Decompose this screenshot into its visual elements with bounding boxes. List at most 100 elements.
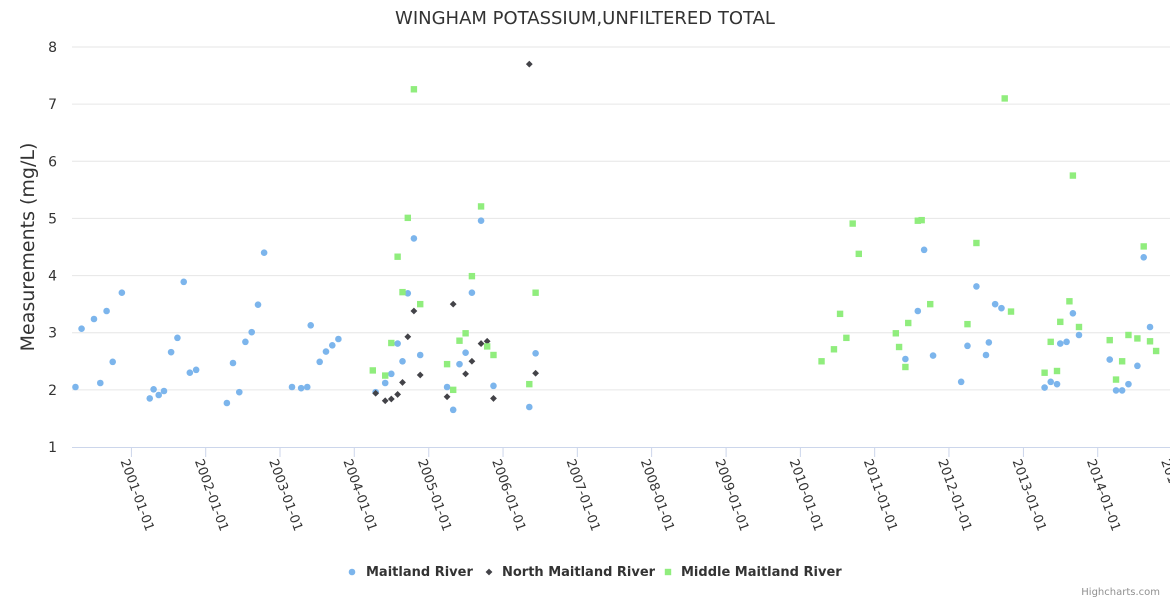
data-point[interactable] — [167, 348, 175, 356]
data-point[interactable] — [477, 340, 485, 347]
data-point[interactable] — [288, 383, 296, 391]
data-point[interactable] — [1047, 338, 1054, 346]
data-point[interactable] — [443, 383, 451, 391]
data-point[interactable] — [462, 330, 469, 337]
data-point[interactable] — [399, 357, 406, 365]
data-point[interactable] — [449, 406, 457, 414]
data-point[interactable] — [297, 384, 305, 392]
data-point[interactable] — [1125, 380, 1132, 388]
data-point[interactable] — [1112, 387, 1120, 394]
data-point[interactable] — [335, 335, 342, 343]
data-point[interactable] — [1118, 358, 1126, 365]
data-point[interactable] — [417, 300, 424, 308]
data-point[interactable] — [399, 288, 406, 296]
data-point[interactable] — [416, 371, 424, 379]
data-point[interactable] — [1075, 331, 1083, 339]
data-point[interactable] — [254, 301, 262, 309]
data-point[interactable] — [1066, 298, 1073, 305]
data-point[interactable] — [388, 370, 395, 378]
data-point[interactable] — [927, 300, 934, 308]
legend-label[interactable]: Middle Maitland River — [681, 565, 842, 580]
data-point[interactable] — [96, 379, 104, 387]
data-point[interactable] — [998, 304, 1005, 312]
data-point[interactable] — [462, 370, 469, 378]
data-point[interactable] — [964, 342, 971, 350]
data-point[interactable] — [387, 395, 395, 403]
data-point[interactable] — [192, 366, 200, 374]
data-point[interactable] — [1075, 323, 1083, 331]
data-point[interactable] — [929, 352, 937, 359]
data-point[interactable] — [836, 310, 844, 318]
data-point[interactable] — [404, 333, 412, 341]
data-point[interactable] — [532, 369, 540, 377]
data-point[interactable] — [394, 391, 402, 398]
data-point[interactable] — [905, 319, 912, 327]
data-point[interactable] — [1053, 367, 1061, 375]
data-point[interactable] — [468, 357, 476, 365]
data-point[interactable] — [490, 351, 497, 359]
data-point[interactable] — [242, 338, 249, 346]
data-point[interactable] — [394, 340, 401, 347]
data-point[interactable] — [468, 289, 476, 297]
data-point[interactable] — [381, 397, 389, 405]
data-point[interactable] — [248, 328, 256, 336]
data-point[interactable] — [1041, 369, 1048, 376]
data-point[interactable] — [1056, 340, 1064, 347]
data-point[interactable] — [229, 359, 237, 367]
data-point[interactable] — [1140, 243, 1147, 250]
data-point[interactable] — [914, 307, 922, 315]
data-point[interactable] — [1146, 338, 1154, 345]
data-point[interactable] — [1140, 253, 1148, 261]
data-point[interactable] — [532, 349, 539, 357]
data-point[interactable] — [849, 220, 856, 227]
data-point[interactable] — [982, 351, 990, 359]
legend-marker[interactable] — [348, 568, 356, 576]
legend-marker[interactable] — [485, 568, 493, 576]
data-point[interactable] — [985, 339, 993, 346]
data-point[interactable] — [895, 343, 903, 351]
data-point[interactable] — [973, 239, 980, 247]
data-point[interactable] — [372, 389, 380, 397]
data-point[interactable] — [260, 249, 268, 257]
data-point[interactable] — [223, 399, 231, 407]
data-point[interactable] — [109, 358, 117, 366]
data-point[interactable] — [483, 337, 491, 345]
data-point[interactable] — [416, 351, 424, 359]
data-point[interactable] — [382, 372, 389, 379]
data-point[interactable] — [1001, 95, 1008, 102]
data-point[interactable] — [410, 86, 418, 93]
data-point[interactable] — [468, 272, 476, 280]
credits-label[interactable]: Highcharts.com — [1081, 587, 1160, 598]
data-point[interactable] — [964, 320, 971, 328]
data-point[interactable] — [322, 348, 330, 355]
data-point[interactable] — [525, 60, 533, 68]
data-point[interactable] — [1106, 356, 1114, 363]
data-point[interactable] — [150, 385, 157, 393]
legend-marker[interactable] — [664, 568, 672, 576]
data-point[interactable] — [1112, 376, 1120, 383]
data-point[interactable] — [449, 386, 457, 394]
data-point[interactable] — [892, 330, 900, 337]
data-point[interactable] — [490, 395, 497, 402]
data-point[interactable] — [118, 289, 126, 297]
data-point[interactable] — [449, 300, 457, 308]
data-point[interactable] — [1134, 335, 1141, 342]
data-point[interactable] — [186, 369, 194, 377]
data-point[interactable] — [914, 217, 922, 224]
data-point[interactable] — [410, 235, 418, 242]
data-point[interactable] — [830, 346, 838, 353]
legend-item[interactable]: Maitland River — [348, 565, 474, 580]
data-point[interactable] — [902, 363, 909, 371]
data-point[interactable] — [303, 383, 311, 391]
legend-label[interactable]: Maitland River — [366, 565, 473, 580]
data-point[interactable] — [1053, 380, 1061, 388]
data-point[interactable] — [843, 334, 850, 342]
legend-label[interactable]: North Maitland River — [502, 565, 656, 580]
data-point[interactable] — [1069, 309, 1077, 317]
data-point[interactable] — [369, 367, 376, 374]
data-point[interactable] — [404, 214, 412, 222]
data-point[interactable] — [532, 289, 539, 296]
data-point[interactable] — [1134, 362, 1141, 370]
data-point[interactable] — [1146, 323, 1154, 331]
data-point[interactable] — [307, 321, 315, 329]
